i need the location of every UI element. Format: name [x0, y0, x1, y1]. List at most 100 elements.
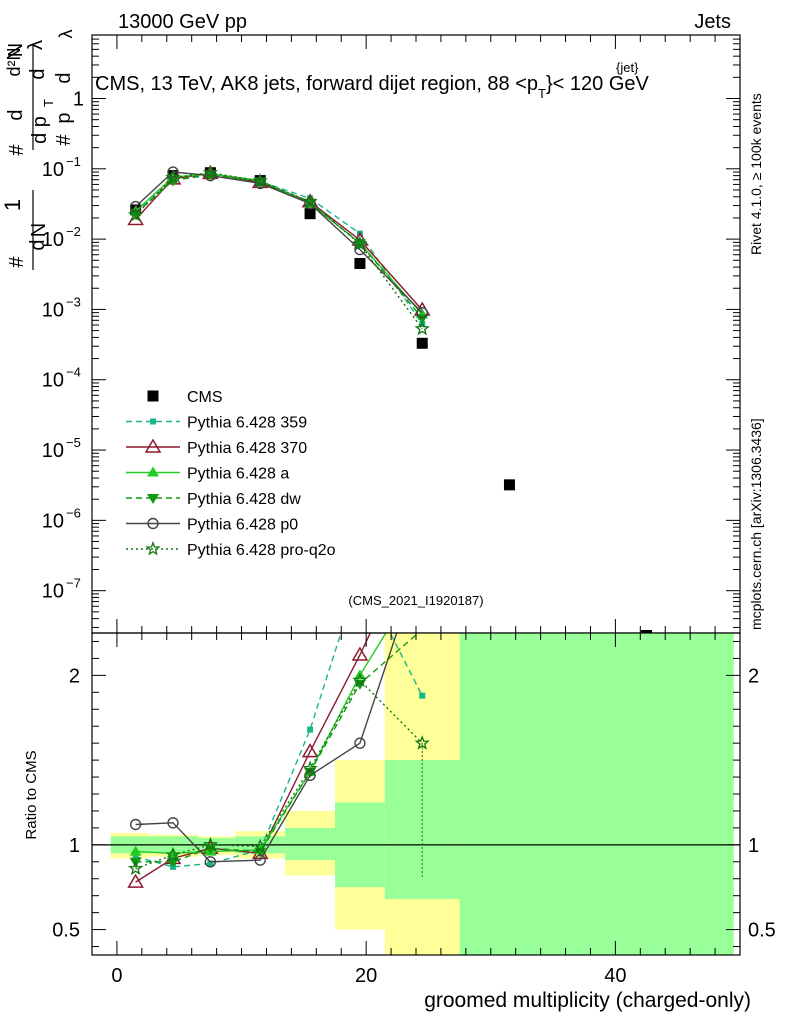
ratio-point-p370	[351, 646, 369, 661]
plot-title: CMS, 13 TeV, AK8 jets, forward dijet reg…	[95, 73, 650, 101]
point-pp0	[304, 197, 316, 210]
band-stat	[285, 827, 335, 861]
ratio-y-axis-label: Ratio to CMS	[23, 750, 40, 839]
ratio-point-p359	[419, 692, 426, 699]
ratio-point-pp0	[254, 854, 266, 866]
legend: CMS Pythia 6.428 359 Pythia 6.428 370 Pythi…	[126, 389, 336, 559]
main-y-tick-exponent: −2	[66, 224, 81, 239]
legend-entry-pq2o: Pythia 6.428 pro-q2o	[126, 540, 336, 559]
legend-entry-cms: CMS	[147, 389, 223, 406]
main-panel: 10 −710 −610 −510 −410 −310 −210 −11	[42, 34, 741, 636]
point-pp0	[204, 169, 217, 182]
point-pq2o	[414, 320, 430, 336]
series-line-pq2o	[135, 171, 423, 330]
ratio-point-pp0	[354, 737, 366, 749]
ratio-line-pp0	[135, 633, 398, 863]
main-y-tick-label: 10	[42, 299, 64, 321]
ratio-point-pp0	[204, 856, 217, 868]
legend-marker-p359	[150, 418, 156, 425]
ratio-y-tick-label-right: 0.5	[748, 920, 776, 942]
point-pp0	[167, 166, 179, 178]
plot-title-sup: {jet}	[616, 60, 639, 75]
point-cms	[503, 479, 515, 491]
main-y-tick-label: 10	[42, 510, 64, 532]
ratio-point-pq2o	[202, 836, 219, 852]
rivet-label: Rivet 4.1.0, ≥ 100k events	[748, 93, 764, 255]
main-y-tick-label: 10	[42, 370, 64, 392]
ratio-point-pq2o	[352, 672, 368, 688]
y-label-part: d	[27, 239, 49, 250]
header-right: Jets	[694, 11, 731, 33]
legend-entry-pa: Pythia 6.428 a	[126, 466, 289, 483]
ratio-point-p359	[207, 860, 214, 867]
main-y-tick-label: 10	[42, 229, 64, 251]
ratio-panel: 0.5 0.51 12 20 20 40	[52, 632, 776, 987]
point-pq2o	[202, 164, 219, 180]
series-line-pp0	[135, 171, 423, 314]
y-label-part: T	[41, 99, 56, 107]
ratio-frame	[91, 632, 741, 956]
legend-entry-p359: Pythia 6.428 359	[126, 415, 307, 432]
legend-entry-p370: Pythia 6.428 370	[126, 438, 307, 457]
legend-marker-cms	[147, 390, 159, 402]
ratio-point-pp0	[129, 818, 142, 831]
series-line-p359	[135, 174, 423, 325]
y-label-part: N	[5, 43, 27, 57]
ratio-point-pq2o	[302, 760, 318, 776]
legend-marker-pp0	[147, 517, 159, 530]
legend-label-cms: CMS	[187, 389, 223, 406]
ratio-y-tick-label: 1	[69, 835, 80, 857]
ratio-point-p370	[301, 743, 319, 758]
ratio-point-pq2o	[414, 735, 430, 750]
point-pq2o	[127, 206, 144, 222]
main-series	[127, 164, 515, 491]
y-label-part: 1	[0, 199, 25, 211]
main-y-tick-label: 10	[42, 440, 64, 462]
x-tick-label: 0	[111, 965, 122, 987]
y-label-part: d	[5, 109, 27, 120]
point-cms	[416, 337, 428, 349]
main-y-tick-exponent: −7	[66, 576, 81, 591]
y-label-part: d	[53, 72, 75, 83]
band-stat	[459, 633, 734, 955]
ratio-point-pa	[129, 845, 142, 856]
main-y-tick-exponent: −4	[66, 365, 81, 380]
y-label-part: p	[53, 112, 75, 123]
legend-marker-pa	[147, 466, 159, 477]
main-y-tick-exponent: −3	[66, 294, 81, 309]
x-tick-label: 20	[355, 965, 377, 987]
y-label-part: d²N	[4, 47, 24, 76]
legend-label-p370: Pythia 6.428 370	[187, 440, 307, 457]
series-line-pdw	[135, 173, 423, 319]
main-y-tick-label: 10	[42, 159, 64, 181]
point-pq2o	[352, 236, 368, 251]
legend-entry-pdw: Pythia 6.428 dw	[126, 491, 301, 508]
y-label-part: d	[27, 68, 49, 79]
legend-label-p359: Pythia 6.428 359	[187, 415, 307, 432]
series-line-pa	[135, 173, 423, 315]
ratio-y-tick-label: 2	[69, 665, 80, 687]
ratio-point-pp0	[167, 817, 179, 829]
watermark: (CMS_2021_I1920187)	[348, 593, 483, 608]
ratio-point-pq2o	[165, 846, 181, 862]
y-label-part: λ	[25, 40, 47, 50]
legend-label-pp0: Pythia 6.428 p0	[187, 517, 298, 534]
ratio-series	[127, 633, 430, 888]
ratio-point-pq2o	[127, 860, 144, 876]
legend-label-pq2o: Pythia 6.428 pro-q2o	[187, 542, 336, 559]
ratio-y-ticks	[92, 640, 740, 948]
y-label-part: #	[6, 256, 28, 268]
legend-label-pdw: Pythia 6.428 dw	[187, 491, 301, 508]
point-cms	[304, 208, 316, 220]
ratio-point-pq2o	[252, 838, 268, 854]
point-pp0	[416, 306, 428, 319]
legend-label-pa: Pythia 6.428 a	[187, 466, 289, 483]
point-pq2o	[252, 172, 268, 188]
main-y-tick-label: 10	[42, 581, 64, 603]
uncertainty-bands	[110, 633, 734, 955]
main-y-ticks	[92, 34, 740, 628]
y-label-part: λ	[56, 30, 76, 39]
main-y-tick-exponent: −1	[66, 154, 81, 169]
